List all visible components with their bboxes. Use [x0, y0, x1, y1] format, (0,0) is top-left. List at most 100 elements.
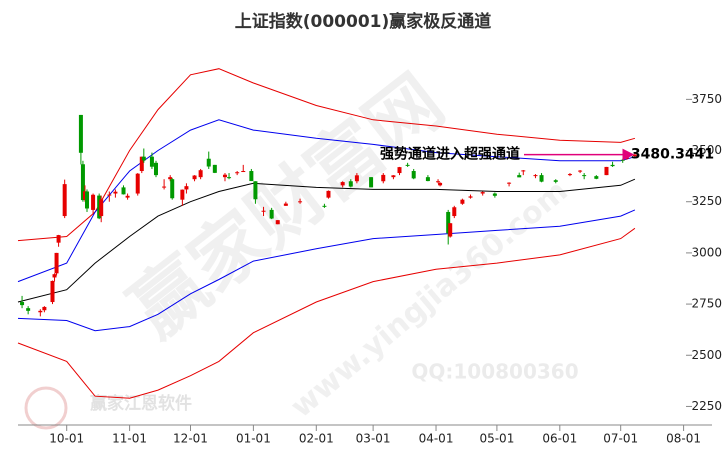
candle-body	[533, 175, 538, 177]
candle-body	[480, 192, 485, 194]
candle-body	[610, 164, 615, 167]
candle-body	[249, 171, 254, 182]
candle-body	[261, 210, 266, 212]
candle-body	[578, 170, 583, 172]
candle-body	[153, 162, 158, 176]
y-tick-label: 2750	[691, 297, 722, 311]
candle-body	[99, 199, 104, 217]
candle-body	[553, 180, 558, 182]
candle-body	[594, 176, 599, 179]
candle-body	[507, 182, 512, 184]
channel-line	[17, 68, 636, 242]
candle-body	[180, 189, 185, 200]
candle-body	[448, 223, 453, 237]
x-tick-label: 12-01	[173, 432, 208, 446]
candle-body	[241, 171, 246, 173]
watermark: 赢家江恩软件	[90, 393, 192, 414]
candle-body	[222, 174, 227, 178]
candle-body	[253, 181, 258, 200]
candle-body	[121, 187, 126, 195]
candle-body	[354, 175, 359, 182]
plot: 2250 2500 2750 3000 3250 3500 3750 10-01 11-01 12…	[17, 68, 722, 446]
channel-line	[17, 178, 636, 303]
candle-body	[269, 209, 274, 219]
candle-body	[20, 302, 25, 306]
x-tick-label: 08-01	[666, 432, 701, 446]
candle-body	[141, 156, 146, 161]
candle-body	[52, 274, 57, 278]
candle-body	[206, 158, 211, 167]
candle-body	[620, 159, 625, 161]
candle-body	[26, 308, 31, 311]
y-tick-label: 3500	[691, 143, 722, 157]
candle-body	[62, 184, 67, 217]
annotation-text: 强势通道进入超强通道	[380, 146, 520, 163]
x-tick-label: 05-01	[479, 432, 514, 446]
candle-body	[632, 154, 637, 157]
logo-ring	[24, 386, 68, 430]
candle-body	[38, 310, 43, 313]
candle-body	[78, 114, 83, 153]
candle-body	[168, 177, 173, 180]
candle-body	[139, 156, 144, 172]
candle-body	[283, 203, 288, 206]
candle-body	[405, 164, 410, 166]
candle-body	[212, 164, 217, 173]
channel-line	[17, 227, 636, 399]
y-tick-label: 2500	[691, 348, 722, 362]
candle-body	[425, 177, 430, 182]
x-tick-label: 11-01	[112, 432, 147, 446]
candle-body	[468, 196, 473, 198]
candle-body	[227, 177, 232, 179]
candle-body	[397, 167, 402, 174]
candle-body	[582, 175, 587, 177]
channel-line	[17, 119, 636, 283]
candle-body	[381, 174, 386, 182]
candle-body	[624, 156, 629, 159]
candle-body	[369, 177, 374, 188]
y-tick-label: 3250	[691, 194, 722, 208]
logo: 赢家江恩软件	[24, 386, 192, 430]
candle-body	[348, 181, 353, 187]
candle-body	[113, 191, 118, 194]
candle-body	[567, 174, 572, 176]
candle-body	[125, 195, 130, 198]
candle-body	[438, 182, 443, 186]
candle-body	[198, 170, 203, 178]
candle-body	[84, 191, 89, 209]
candle-body	[275, 220, 280, 225]
candle-body	[460, 199, 465, 204]
candle-body	[492, 193, 497, 196]
candle-body	[322, 205, 327, 207]
x-tick-label: 10-01	[49, 432, 84, 446]
candle-body	[235, 172, 240, 174]
candle-body	[54, 252, 59, 274]
watermark: QQ:100800360	[411, 360, 578, 384]
candle-body	[326, 190, 331, 198]
candle-body	[107, 194, 112, 196]
x-tick-label: 07-01	[603, 432, 638, 446]
x-tick-label: 04-01	[419, 432, 454, 446]
candle-body	[80, 164, 85, 201]
y-tick-label: 2250	[691, 399, 722, 413]
x-tick-label: 01-01	[236, 432, 271, 446]
candle-body	[391, 175, 396, 178]
channel-line	[17, 209, 636, 332]
candle-body	[411, 171, 416, 179]
candle-body	[604, 166, 609, 176]
candle-body	[149, 156, 154, 167]
y-tick-label: 3750	[691, 92, 722, 106]
y-tick-label: 3000	[691, 245, 722, 259]
candle-body	[436, 181, 441, 183]
candle-body	[539, 175, 544, 182]
candle-body	[446, 211, 451, 234]
candle-body	[135, 173, 140, 194]
candle-body	[97, 195, 102, 219]
candle-body	[452, 207, 457, 217]
candle-body	[91, 194, 96, 210]
candle-body	[517, 175, 522, 178]
candle-body	[340, 182, 345, 186]
candle-body	[298, 201, 303, 203]
candle-body	[82, 191, 87, 200]
